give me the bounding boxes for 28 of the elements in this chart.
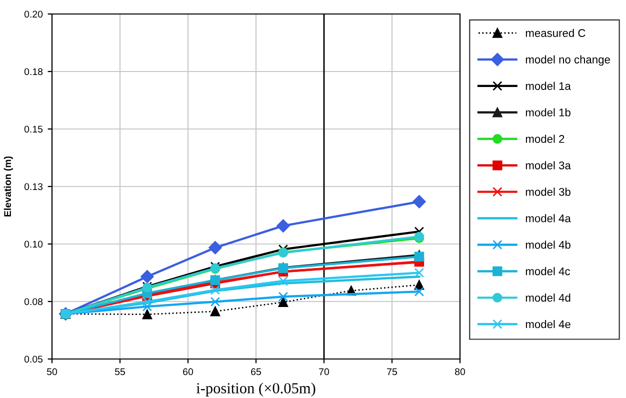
legend-label: model 1a — [526, 82, 571, 90]
y-tick-label: 0.15 — [24, 126, 43, 133]
x-tick-label: 60 — [183, 368, 194, 376]
legend-label: model 4c — [526, 267, 570, 276]
legend-label: model 4a — [526, 214, 571, 222]
x-tick-label: 50 — [46, 368, 58, 376]
y-tick-label: 0.18 — [24, 68, 43, 76]
x-axis-title: i-position (×0.05m) — [196, 382, 316, 396]
legend-label: model 3b — [526, 188, 570, 196]
y-tick-label: 0.05 — [24, 356, 43, 363]
y-axis-title: Elevation (m) — [4, 156, 13, 216]
legend-label: model 2 — [526, 134, 564, 143]
legend-label: measured C — [526, 28, 586, 38]
x-tick-label: 55 — [114, 368, 125, 376]
y-tick-label: 0.20 — [24, 10, 43, 18]
x-tick-label: 70 — [319, 368, 330, 376]
y-tick-label: 0.08 — [24, 298, 43, 306]
x-tick-label: 75 — [387, 368, 397, 376]
x-tick-label: 65 — [251, 368, 261, 376]
legend-label: model 4b — [526, 240, 570, 249]
legend-label: model 3a — [526, 161, 571, 170]
legend-label: model 4e — [526, 320, 570, 328]
y-tick-label: 0.10 — [24, 240, 43, 248]
y-tick-label: 0.13 — [24, 183, 43, 190]
x-tick-label: 80 — [455, 368, 466, 376]
legend-label: model 1b — [526, 108, 570, 116]
legend-label: model 4d — [526, 294, 570, 302]
legend-label: model no change — [526, 55, 610, 66]
